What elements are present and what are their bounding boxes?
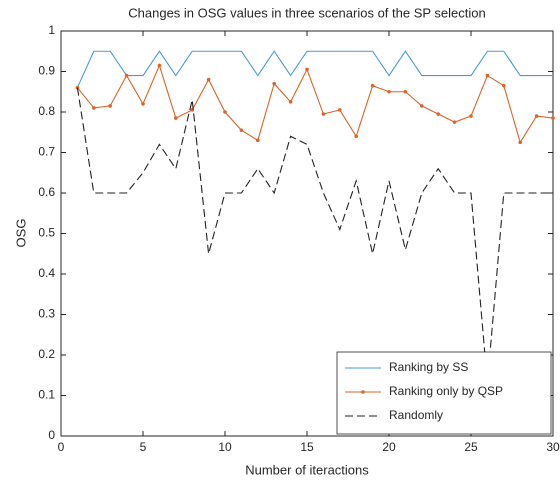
point: [387, 89, 391, 94]
x-tick-label: 0: [58, 440, 65, 454]
legend-label: Ranking by SS: [389, 360, 468, 374]
point: [239, 128, 244, 133]
point: [518, 140, 522, 145]
point: [157, 63, 162, 68]
chart-title: Changes in OSG values in three scenarios…: [128, 5, 485, 20]
point: [305, 67, 309, 72]
point: [338, 108, 342, 112]
series-line: [76, 63, 554, 144]
y-tick-label: 0.5: [38, 226, 55, 240]
x-tick-label: 5: [140, 440, 147, 454]
point: [255, 138, 260, 143]
point: [469, 114, 473, 118]
series-line: [76, 87, 553, 384]
point: [75, 85, 80, 90]
point: [370, 83, 375, 88]
point: [206, 77, 211, 82]
legend-label: Randomly: [389, 408, 443, 422]
x-tick-label: 30: [546, 440, 560, 454]
x-axis-label: Number of iteractions: [245, 462, 369, 477]
y-tick-label: 0.2: [38, 347, 55, 361]
point: [436, 112, 441, 116]
point: [534, 114, 539, 118]
point: [92, 106, 96, 110]
legend-marker: [361, 390, 365, 394]
point: [420, 104, 424, 108]
point: [452, 120, 457, 124]
y-tick-label: 0.1: [38, 388, 55, 402]
y-tick-label: 1: [48, 23, 55, 37]
point: [321, 112, 326, 116]
y-tick-label: 0.8: [38, 104, 55, 118]
x-tick-label: 10: [218, 440, 232, 454]
point: [223, 110, 227, 114]
point: [272, 81, 277, 86]
y-axis-label: OSG: [13, 219, 28, 248]
x-tick-label: 15: [300, 440, 314, 454]
x-tick-label: 20: [382, 440, 396, 454]
y-tick-label: 0: [48, 428, 55, 442]
series-line: [76, 50, 553, 88]
point: [551, 116, 555, 120]
point: [124, 73, 129, 78]
y-tick-label: 0.7: [38, 145, 55, 159]
y-tick-label: 0.3: [38, 307, 55, 321]
y-tick-label: 0.9: [38, 64, 55, 78]
legend-label: Ranking only by QSP: [389, 384, 503, 398]
y-tick-label: 0.4: [38, 266, 55, 280]
point: [288, 100, 293, 104]
point: [108, 104, 112, 108]
point: [485, 73, 490, 78]
y-tick-label: 0.6: [38, 185, 55, 199]
x-tick-label: 25: [464, 440, 478, 454]
legend-box: [336, 351, 552, 435]
point: [354, 134, 359, 139]
point: [174, 116, 178, 120]
point: [502, 83, 506, 88]
point: [403, 89, 408, 94]
point: [141, 102, 145, 106]
